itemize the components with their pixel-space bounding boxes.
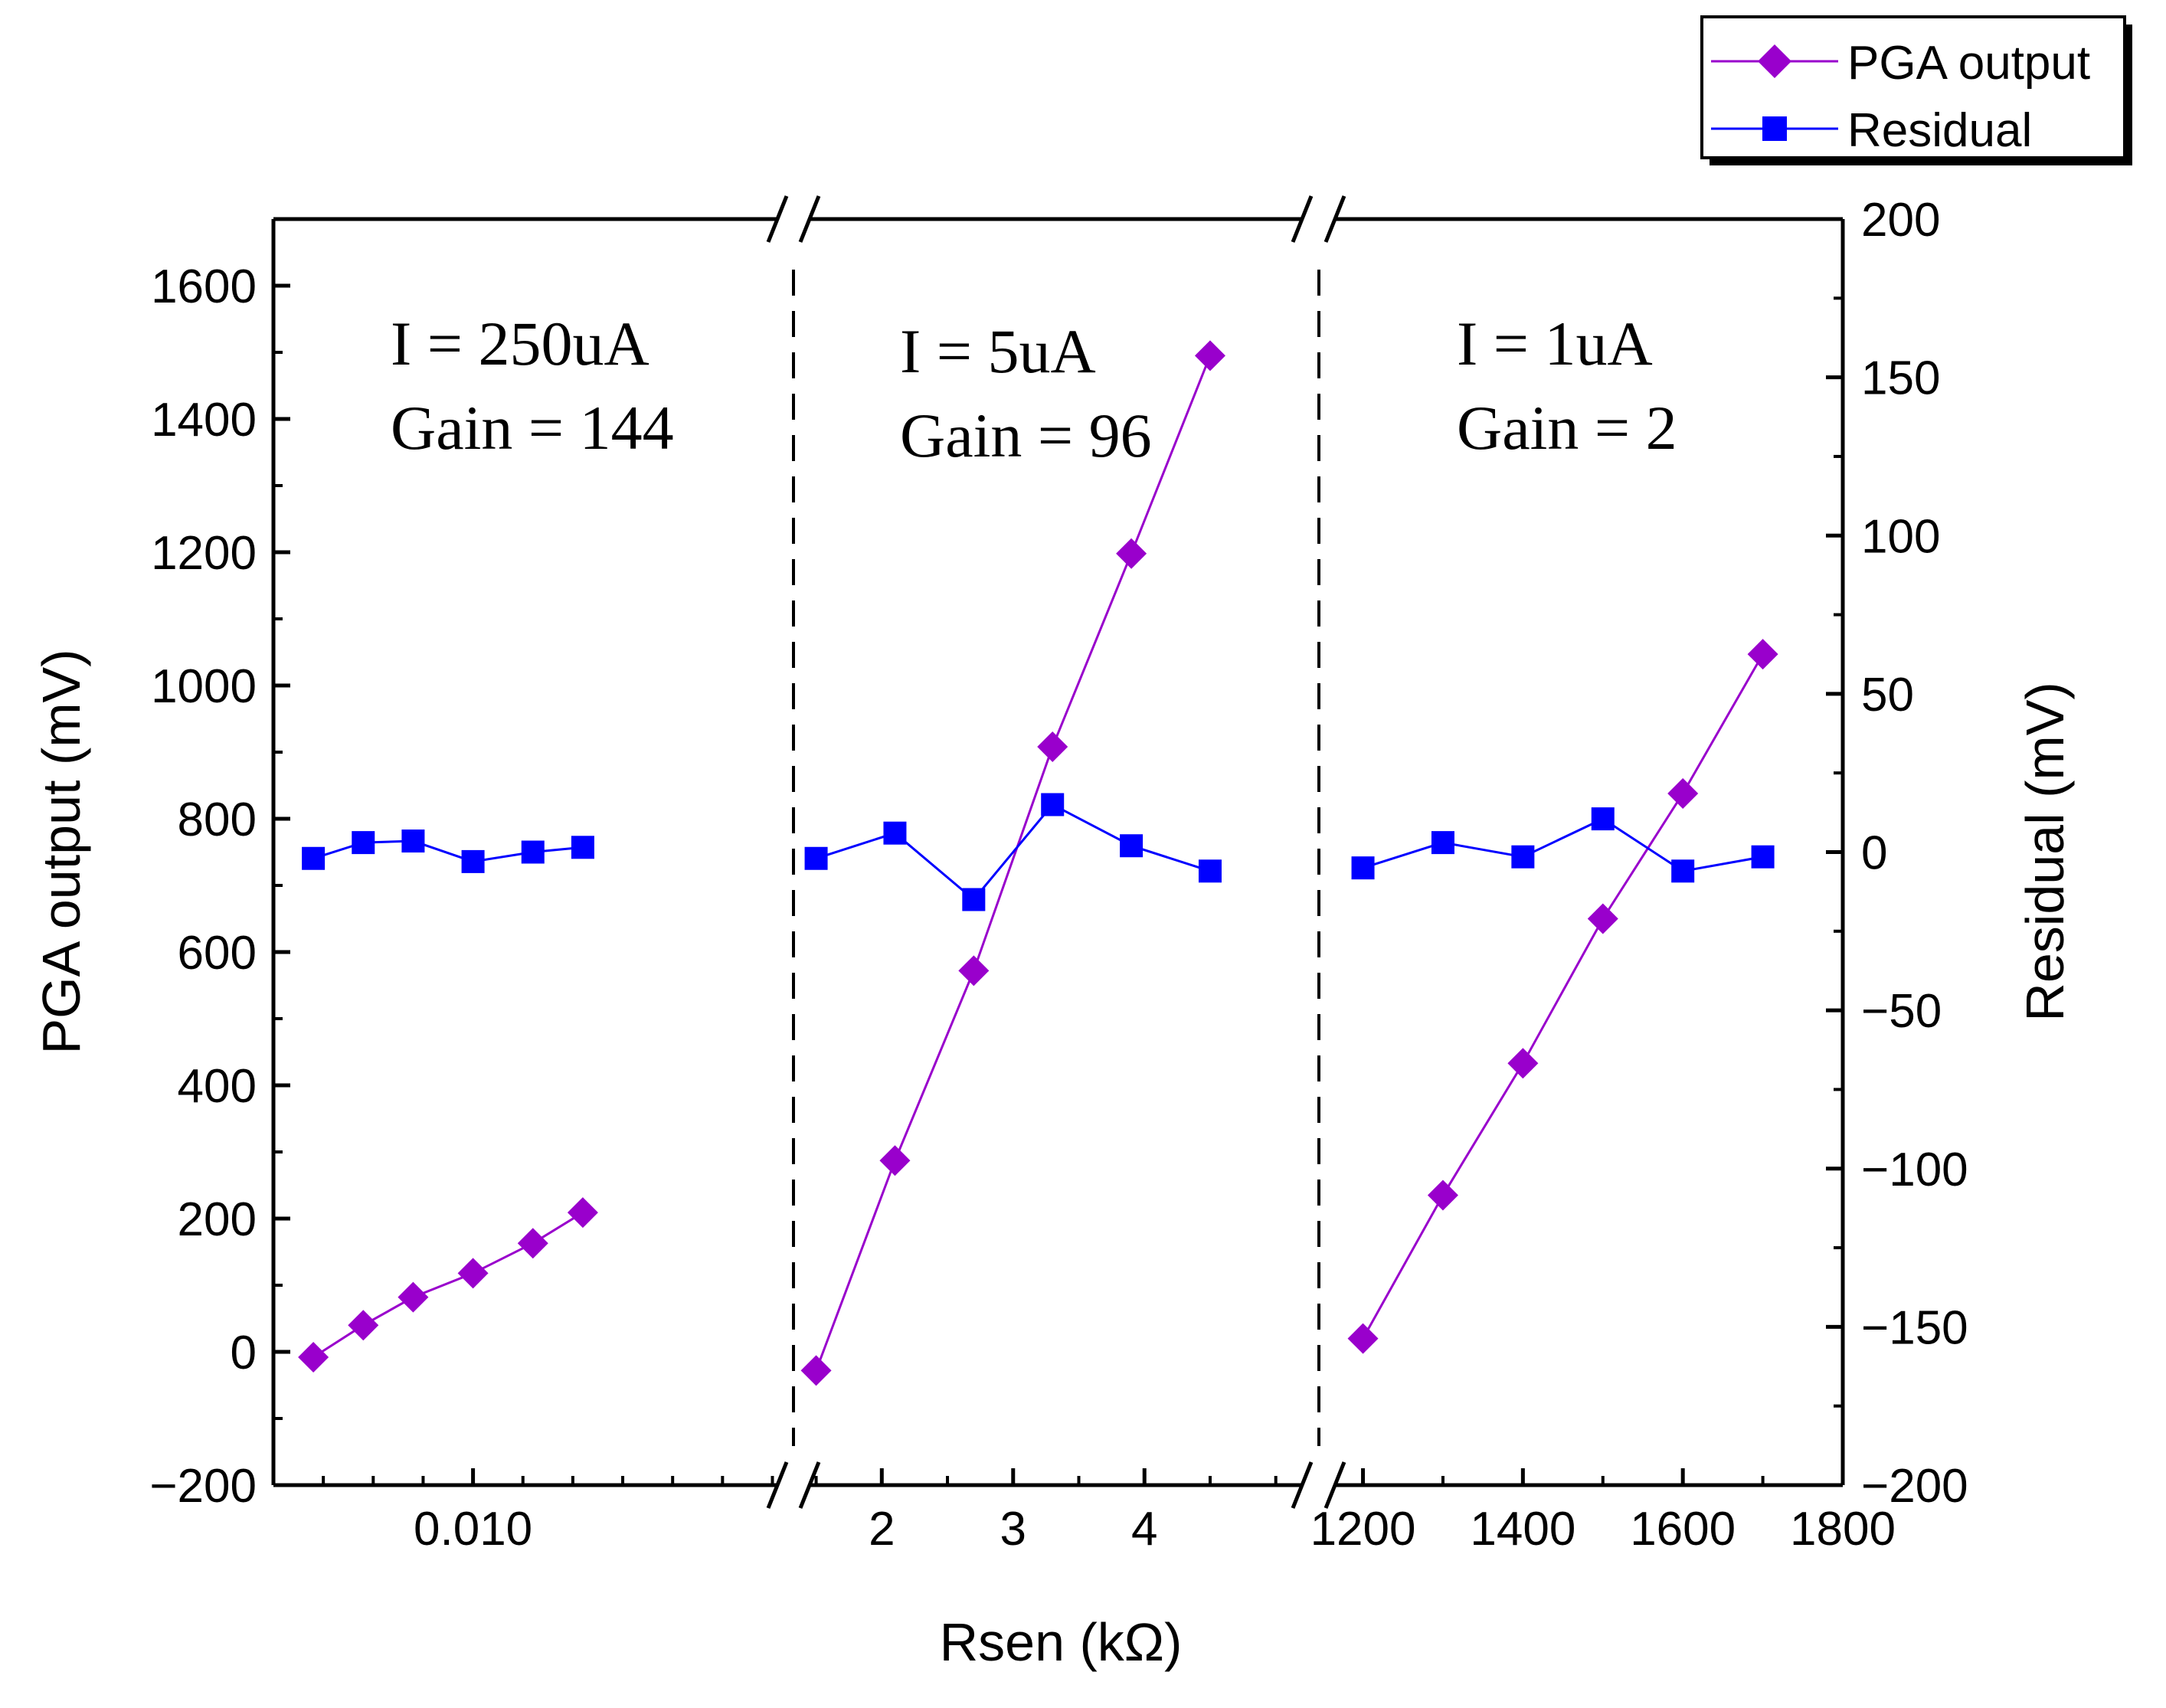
pga-output-point <box>800 1355 832 1386</box>
pga-output-point <box>1667 777 1699 809</box>
legend: PGA output Residual <box>1700 15 2132 165</box>
residual-point <box>521 840 545 864</box>
left-y-tick-label: 600 <box>178 927 257 980</box>
left-y-tick-label: 1400 <box>151 394 257 447</box>
residual-point <box>1511 845 1535 869</box>
legend-entry-residual: Residual <box>1847 104 2032 157</box>
pga-output-point <box>457 1258 489 1289</box>
residual-point <box>1671 859 1695 883</box>
x-tick-label: 4 <box>1131 1503 1157 1556</box>
pga-output-point <box>1347 1323 1379 1354</box>
right-y-tick-label: −200 <box>1861 1460 1968 1513</box>
residual-point <box>352 831 375 855</box>
x-axis: 0.010 2 3 4 1200 1400 1600 1800 <box>322 1468 1896 1556</box>
segment-dividers <box>792 270 1320 1446</box>
left-y-axis: −200 0 200 400 600 800 1000 1200 1400 1600 <box>149 260 290 1513</box>
right-y-tick-label: 150 <box>1861 352 1940 405</box>
x-tick-label: 1800 <box>1790 1503 1896 1556</box>
axis-break-marks <box>766 195 1346 1509</box>
pga-output-line-seg3 <box>1362 653 1764 1340</box>
pga-output-point <box>398 1281 429 1313</box>
pga-output-point <box>1587 903 1618 934</box>
legend-residual-marker-icon <box>1762 116 1787 141</box>
pga-output-point <box>1194 340 1225 371</box>
residual-line-seg3 <box>1363 817 1763 872</box>
residual-point <box>804 846 828 870</box>
left-y-tick-label: 1200 <box>151 527 257 580</box>
x-axis-title: Rsen (kΩ) <box>940 1612 1183 1672</box>
pga-output-point <box>1427 1180 1458 1211</box>
pga-output-point <box>348 1310 379 1341</box>
legend-pga-marker-icon <box>1758 44 1791 78</box>
annotation-seg3-gain: Gain = 2 <box>1457 393 1677 463</box>
residual-point <box>883 821 907 845</box>
left-y-tick-label: −200 <box>149 1460 257 1513</box>
left-y-tick-label: 200 <box>178 1193 257 1246</box>
x-tick-label: 0.010 <box>414 1503 532 1556</box>
left-y-tick-label: 1000 <box>151 660 257 713</box>
pga-output-line-seg2 <box>815 355 1212 1371</box>
pga-output-point <box>958 955 990 987</box>
pga-output-point <box>1116 538 1147 569</box>
left-y-tick-label: 1600 <box>151 260 257 313</box>
pga-output-point <box>1747 639 1778 670</box>
annotation-seg2-gain: Gain = 96 <box>900 401 1152 470</box>
right-y-tick-label: 50 <box>1861 669 1914 721</box>
x-tick-label: 1200 <box>1310 1503 1416 1556</box>
right-y-tick-label: −50 <box>1861 985 1942 1038</box>
series-layer <box>298 340 1778 1386</box>
residual-point <box>571 836 594 859</box>
x-tick-label: 2 <box>869 1503 895 1556</box>
right-y-tick-label: 100 <box>1861 510 1940 563</box>
residual-point <box>401 829 425 853</box>
right-y-tick-label: 200 <box>1861 194 1940 247</box>
x-tick-label: 1600 <box>1630 1503 1736 1556</box>
left-y-tick-label: 400 <box>178 1060 257 1113</box>
x-tick-label: 1400 <box>1470 1503 1575 1556</box>
x-tick-label: 3 <box>1000 1503 1026 1556</box>
annotation-seg1-gain: Gain = 144 <box>391 393 674 463</box>
pga-output-point <box>517 1228 548 1259</box>
residual-point <box>1351 856 1375 880</box>
residual-point <box>1198 859 1222 883</box>
right-y-tick-label: 0 <box>1861 827 1887 880</box>
annotation-seg1-current: I = 250uA <box>391 309 649 378</box>
residual-point <box>302 846 326 870</box>
left-y-tick-label: 800 <box>178 793 257 846</box>
residual-point <box>962 888 986 911</box>
right-y-tick-label: −100 <box>1861 1144 1968 1196</box>
right-y-axis-title: Residual (mV) <box>2015 682 2075 1021</box>
residual-point <box>1591 807 1615 831</box>
residual-point <box>1041 793 1065 816</box>
annotation-seg2-current: I = 5uA <box>900 316 1096 386</box>
legend-entry-pga-output: PGA output <box>1847 37 2090 90</box>
residual-line-seg2 <box>816 803 1211 901</box>
right-y-tick-label: −150 <box>1861 1301 1968 1354</box>
residual-point <box>1120 834 1144 858</box>
pga-output-point <box>1037 731 1068 763</box>
pga-output-point <box>879 1145 911 1176</box>
residual-point <box>461 849 485 873</box>
residual-point <box>1751 845 1775 869</box>
right-y-axis: −200 −150 −100 −50 0 50 100 150 200 <box>1826 194 1968 1513</box>
pga-output-point <box>567 1197 598 1229</box>
pga-output-point <box>1507 1048 1539 1079</box>
annotation-seg3-current: I = 1uA <box>1457 309 1653 378</box>
residual-point <box>1431 831 1454 855</box>
segment-annotations: I = 250uA Gain = 144 I = 5uA Gain = 96 I… <box>391 309 1677 470</box>
pga-output-point <box>298 1341 329 1373</box>
left-y-axis-title: PGA output (mV) <box>31 649 91 1054</box>
left-y-tick-label: 0 <box>231 1327 257 1379</box>
